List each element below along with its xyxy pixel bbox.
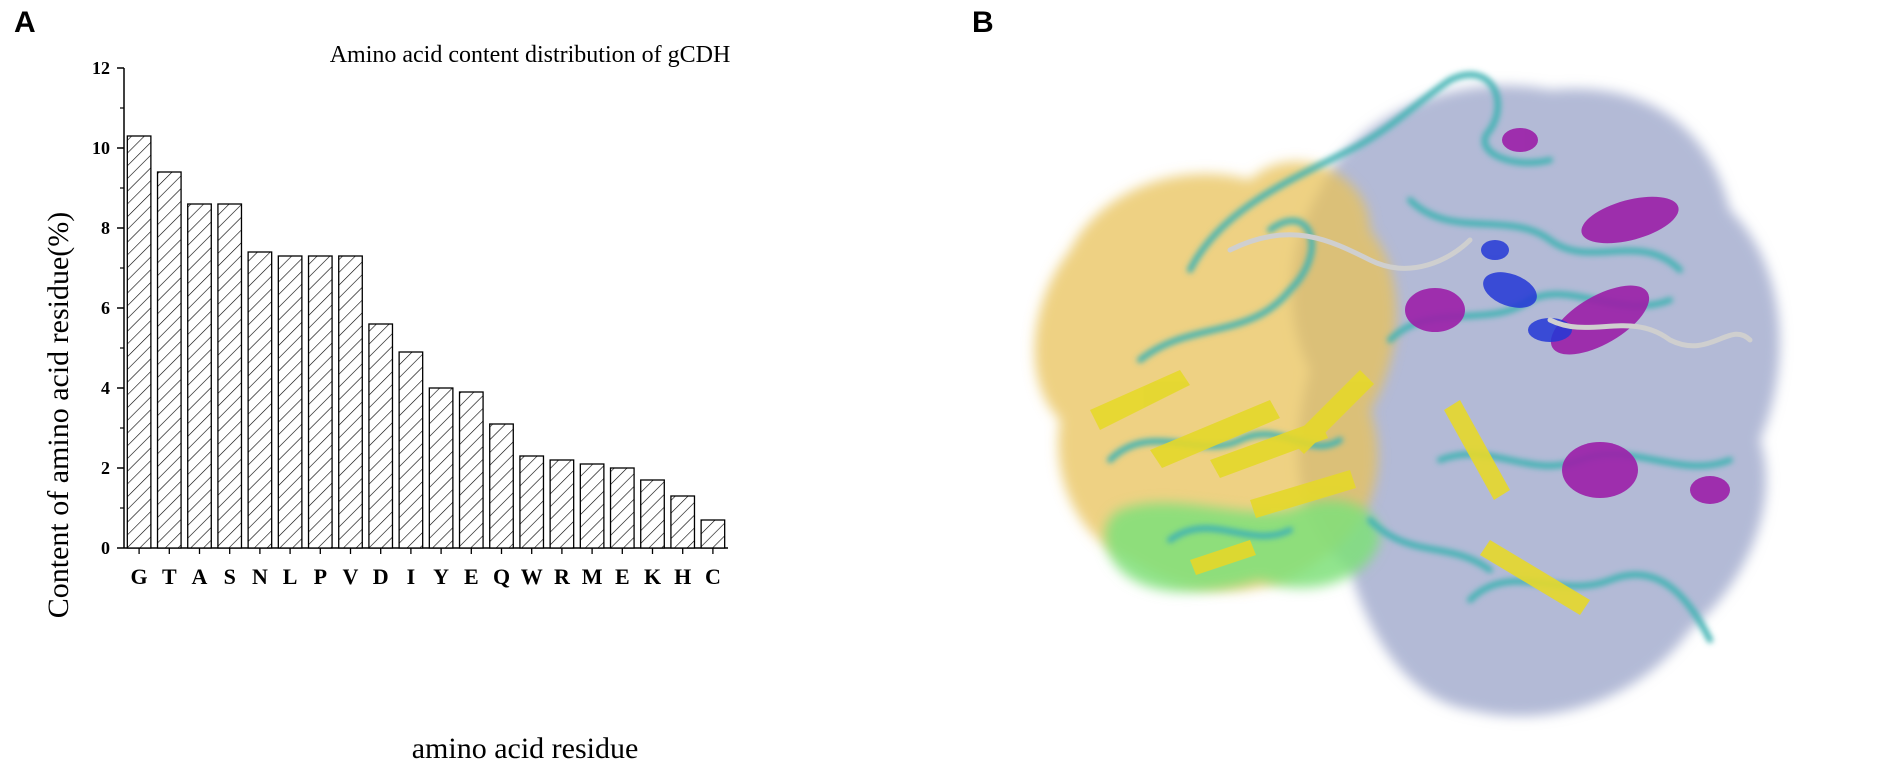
x-tick-label: L [283,564,298,589]
x-tick-label: P [314,564,327,589]
x-tick-label: T [162,564,177,589]
x-tick-label: A [192,564,208,589]
x-axis-label: amino acid residue [412,732,639,765]
x-tick-label: E [615,564,630,589]
x-tick-label: D [373,564,389,589]
bar-s-3 [217,203,243,549]
bar-k-17 [640,479,665,549]
y-tick-label: 4 [101,378,110,398]
y-axis-label: Content of amino acid residue(%) [42,212,75,619]
chart-title: Amino acid content distribution of gCDH [330,42,731,68]
surface-domain-right [1291,85,1780,717]
x-tick-label: E [464,564,479,589]
y-tick-label: 2 [101,458,110,478]
x-tick-label: M [582,564,603,589]
gray-loop [1227,232,1753,349]
x-tick-label: V [343,564,359,589]
bar-m-15 [579,463,605,549]
helix-segments [1405,128,1730,504]
protein-structure-image [1034,71,1780,717]
bar-i-9 [398,351,424,549]
bar-a-2 [187,203,212,549]
x-tick-label: W [521,564,543,589]
y-tick-label: 12 [92,58,110,78]
y-tick-labels: 0 2 4 6 8 10 12 [92,58,110,558]
bar-chart: Amino acid content distribution of gCDH … [42,42,731,765]
bar-y-10 [428,387,454,549]
x-tick-label: K [644,564,661,589]
bar-q-12 [489,423,514,549]
bar-v-7 [338,255,363,549]
beta-strands [1090,370,1590,615]
coil-strands [1107,71,1733,643]
bar-p-6 [307,255,333,549]
panel-label-b: B [972,6,994,39]
bar-w-13 [519,455,545,549]
bar-e-16 [609,467,635,549]
bar-h-18 [670,495,696,549]
y-tick-label: 10 [92,138,110,158]
x-tick-label: C [705,564,721,589]
x-tick-label: Q [493,564,510,589]
bar-c-19 [700,519,726,549]
x-tick-label: H [674,564,691,589]
x-tick-label: S [224,564,236,589]
x-tick-label: N [252,564,268,589]
y-tick-label: 0 [101,538,110,558]
bar-l-5 [277,255,303,549]
bar-r-14 [549,459,575,549]
bar-g-0 [126,135,152,549]
bar-e-11 [458,391,484,549]
x-tick-label: Y [433,564,449,589]
bar-n-4 [247,251,273,549]
panel-label-a: A [14,6,36,39]
bar-d-8 [368,323,394,549]
x-tick-label: R [554,564,571,589]
x-tick-label: G [131,564,148,589]
bar-t-1 [156,171,182,549]
chart-bars [126,135,726,549]
y-tick-label: 8 [101,218,110,238]
x-tick-label: I [407,564,416,589]
y-tick-label: 6 [101,298,110,318]
